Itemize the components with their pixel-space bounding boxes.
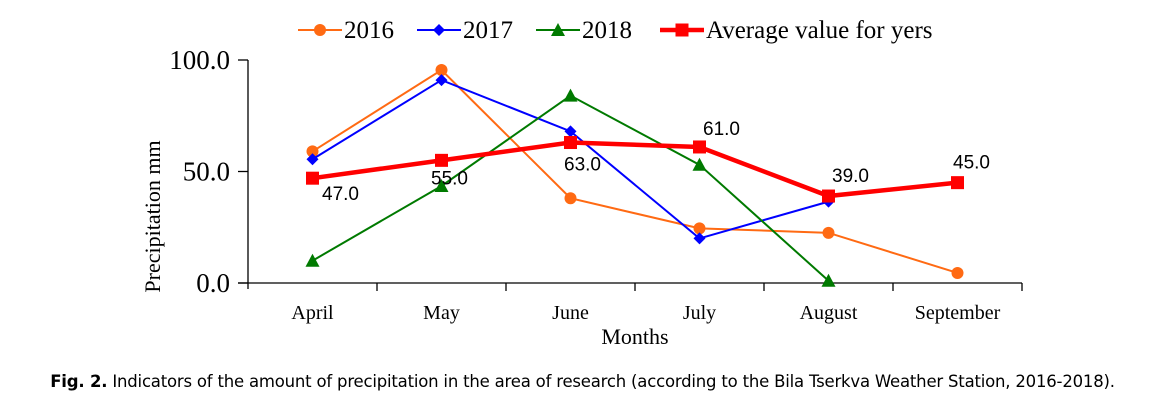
data-point [821,273,836,287]
y-tick-label: 0.0 [196,268,230,298]
caption-text: Indicators of the amount of precipitatio… [107,372,1115,391]
data-label: 47.0 [322,184,359,205]
legend-label: 2018 [582,17,632,44]
data-point [822,226,835,239]
series-average-value-for-yers [306,136,964,203]
data-label: 39.0 [832,166,869,187]
x-axis-title: Months [601,324,668,349]
data-point [306,171,319,185]
data-point [822,189,835,203]
x-tick-label: June [552,302,589,324]
legend-item-2017: 2017 [417,17,513,44]
data-label: 55.0 [431,168,468,189]
caption-label: Fig. 2. [50,372,108,391]
data-label: 63.0 [564,155,601,176]
data-point [564,136,577,150]
y-tick-label: 50.0 [183,157,230,187]
y-axis-title: Precipitation mm [140,140,165,292]
axes: 0.0 50.0 100.0 April May June July August Septem… [140,45,1023,349]
legend-marker [675,23,689,37]
series-2017 [306,74,835,245]
legend-label: 2016 [344,17,394,44]
legend-item-average-value-for-yers: Average value for yers [660,17,933,44]
data-point [692,157,707,171]
data-point [306,145,319,158]
data-point [435,153,448,167]
data-point [693,222,706,235]
series-2018 [305,88,836,287]
data-label: 45.0 [953,153,990,174]
series-line [312,140,958,199]
series-line [311,94,830,282]
x-tick-label: August [800,302,858,324]
data-point [434,178,449,192]
figure-caption: Fig. 2. Indicators of the amount of prec… [0,372,1165,391]
x-tick-label: April [291,302,334,324]
data-point [435,74,448,87]
legend-item-2018: 2018 [536,17,632,44]
series-2016 [306,64,964,279]
legend-marker [314,24,326,36]
legend-label: 2017 [463,17,513,44]
data-labels: 47.0 55.0 63.0 61.0 39.0 45.0 [322,119,990,205]
legend-marker [433,24,445,36]
data-point [564,192,577,205]
legend-marker [551,23,565,36]
data-point [693,232,706,245]
data-label: 61.0 [703,119,740,140]
data-point [305,253,320,267]
series-group [305,64,964,287]
legend: 2016 2017 2018 Average value for yers [298,17,933,44]
data-point [435,64,448,77]
precipitation-line-chart: 2016 2017 2018 Average value for yers 0.0 50… [140,17,1023,349]
data-point [693,140,706,154]
series-line [311,68,958,274]
data-point [951,266,964,279]
legend-label: Average value for yers [706,17,933,44]
y-tick-label: 100.0 [169,45,230,75]
data-point [306,153,319,166]
x-tick-label: May [423,302,460,324]
legend-item-2016: 2016 [298,17,394,44]
x-tick-label: September [915,302,1001,324]
x-tick-label: July [683,302,716,324]
data-point [564,125,577,138]
data-point [563,88,578,102]
data-point [951,176,964,190]
